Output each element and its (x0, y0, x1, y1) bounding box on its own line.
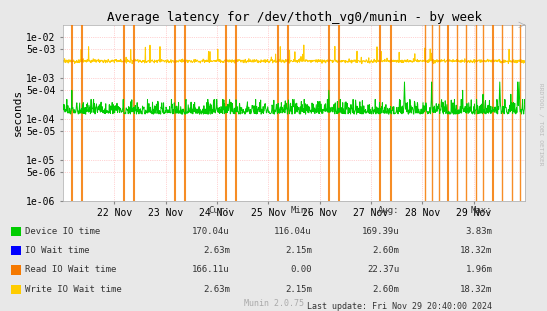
Text: Min:: Min: (290, 206, 312, 215)
Text: 2.15m: 2.15m (285, 246, 312, 255)
Text: Device IO time: Device IO time (25, 227, 100, 236)
Text: Last update: Fri Nov 29 20:40:00 2024: Last update: Fri Nov 29 20:40:00 2024 (307, 302, 492, 311)
Text: Cur:: Cur: (208, 206, 230, 215)
Text: Munin 2.0.75: Munin 2.0.75 (243, 299, 304, 308)
Text: 2.63m: 2.63m (203, 246, 230, 255)
Text: 2.63m: 2.63m (203, 285, 230, 294)
Text: 18.32m: 18.32m (460, 246, 492, 255)
Text: 2.15m: 2.15m (285, 285, 312, 294)
Text: 116.04u: 116.04u (274, 227, 312, 236)
Y-axis label: seconds: seconds (13, 89, 23, 136)
Text: 169.39u: 169.39u (362, 227, 399, 236)
Text: 170.04u: 170.04u (192, 227, 230, 236)
Text: 2.60m: 2.60m (373, 285, 399, 294)
Text: Write IO Wait time: Write IO Wait time (25, 285, 121, 294)
Text: 22.37u: 22.37u (367, 266, 399, 274)
Text: 18.32m: 18.32m (460, 285, 492, 294)
Text: IO Wait time: IO Wait time (25, 246, 89, 255)
Text: Read IO Wait time: Read IO Wait time (25, 266, 116, 274)
Text: Avg:: Avg: (378, 206, 399, 215)
Text: RRDTOOL / TOBI OETIKER: RRDTOOL / TOBI OETIKER (538, 83, 543, 166)
Text: 0.00: 0.00 (290, 266, 312, 274)
Text: Max:: Max: (471, 206, 492, 215)
Text: 1.96m: 1.96m (465, 266, 492, 274)
Title: Average latency for /dev/thoth_vg0/munin - by week: Average latency for /dev/thoth_vg0/munin… (107, 11, 481, 24)
Text: 166.11u: 166.11u (192, 266, 230, 274)
Text: 3.83m: 3.83m (465, 227, 492, 236)
Text: 2.60m: 2.60m (373, 246, 399, 255)
